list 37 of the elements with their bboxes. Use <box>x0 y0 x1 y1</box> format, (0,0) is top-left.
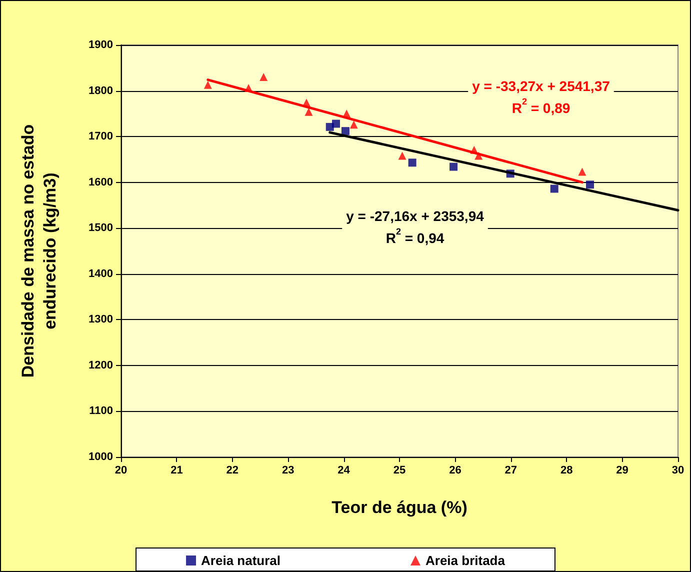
x-tick-label: 24 <box>338 464 351 476</box>
x-tick-label: 29 <box>616 464 628 476</box>
x-tick-label: 25 <box>393 464 406 476</box>
y-tick-label: 1400 <box>88 268 113 280</box>
point <box>408 158 416 167</box>
point <box>450 162 458 171</box>
y-tick-label: 1000 <box>88 451 113 463</box>
y-axis-title: Densidade de massa no estado endurecido (kg/m3) <box>18 124 60 378</box>
y-tick-label: 1300 <box>88 314 113 326</box>
x-tick-label: 20 <box>114 464 128 476</box>
point <box>350 120 358 129</box>
x-tick-label: 27 <box>504 464 518 476</box>
y-tick-label: 1700 <box>88 130 113 143</box>
y-tick-label: 1200 <box>88 359 113 372</box>
x-tick-label: 23 <box>282 464 294 476</box>
x-tick-label: 22 <box>226 464 239 476</box>
point <box>341 127 350 136</box>
point <box>260 73 268 82</box>
y-tick-label: 1100 <box>89 405 113 418</box>
legend-label: Areia britada <box>426 553 506 568</box>
y-tick-label: 1600 <box>88 176 113 188</box>
y-tick-label: 1800 <box>88 84 113 97</box>
x-tick-label: 26 <box>449 464 462 476</box>
x-tick-label: 30 <box>672 464 684 476</box>
point <box>332 120 340 128</box>
y-tick-label: 1500 <box>88 222 113 234</box>
point <box>398 152 406 160</box>
point <box>586 180 594 189</box>
point <box>204 80 212 89</box>
y-tick-label: 1900 <box>88 39 113 51</box>
legend-label: Areia natural <box>201 553 281 568</box>
point <box>578 168 586 176</box>
x-tick-label: 21 <box>170 464 183 476</box>
point <box>550 184 558 193</box>
x-axis-title: Teor de água (%) <box>332 498 468 517</box>
point <box>304 108 313 116</box>
x-tick-label: 28 <box>560 464 573 476</box>
